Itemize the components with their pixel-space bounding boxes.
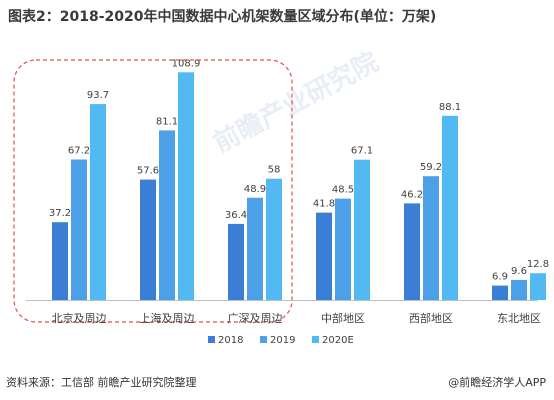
bar-2019-0 xyxy=(71,159,87,300)
highlight-box xyxy=(13,59,293,323)
bar-2020E-5 xyxy=(530,273,546,300)
legend-swatch xyxy=(260,336,267,343)
data-label: 57.6 xyxy=(137,166,159,177)
bar-2019-2 xyxy=(247,197,263,300)
data-label: 36.4 xyxy=(225,210,247,221)
data-label: 59.2 xyxy=(420,162,442,173)
bar-2019-4 xyxy=(423,176,439,300)
bar-2018-2 xyxy=(228,223,244,300)
x-tick-label: 西部地区 xyxy=(409,311,453,325)
data-label: 88.1 xyxy=(439,102,461,113)
x-tick-label: 北京及周边 xyxy=(52,311,107,325)
legend-swatch xyxy=(208,336,215,343)
x-tick-label: 上海及周边 xyxy=(140,311,195,325)
bar-2018-5 xyxy=(492,285,508,300)
legend-label: 2018 xyxy=(218,335,243,346)
bar-2020E-2 xyxy=(266,178,282,300)
data-label: 9.6 xyxy=(511,266,527,277)
bar-2020E-4 xyxy=(442,115,458,300)
legend-label: 2020E xyxy=(322,335,354,346)
source-note: 资料来源：工信部 前瞻产业研究院整理 xyxy=(6,376,197,389)
data-label: 58 xyxy=(268,165,281,176)
x-tick-label: 广深及周边 xyxy=(228,312,283,325)
credit-note: @前瞻经济学人APP xyxy=(448,376,546,389)
data-label: 48.9 xyxy=(244,184,266,195)
data-label: 6.9 xyxy=(492,272,508,283)
data-label: 93.7 xyxy=(87,90,109,101)
data-label: 37.2 xyxy=(49,208,71,219)
watermark: 前瞻产业研究院 xyxy=(208,46,383,159)
chart-title: 图表2：2018-2020年中国数据中心机架数量区域分布(单位：万架) xyxy=(8,9,437,25)
data-label: 48.5 xyxy=(332,185,354,196)
data-label: 67.1 xyxy=(351,146,373,157)
bar-2020E-1 xyxy=(178,72,194,300)
bar-2018-3 xyxy=(316,212,332,300)
x-tick-label: 中部地区 xyxy=(321,311,365,325)
bar-2018-0 xyxy=(52,222,68,300)
bar-2018-4 xyxy=(404,203,420,300)
data-label: 46.2 xyxy=(401,189,423,200)
legend-swatch xyxy=(312,336,319,343)
bar-2020E-0 xyxy=(90,104,106,300)
data-label: 41.8 xyxy=(313,199,335,210)
bar-2020E-3 xyxy=(354,159,370,300)
data-label: 108.9 xyxy=(172,58,201,69)
data-label: 81.1 xyxy=(156,116,178,127)
bar-2019-5 xyxy=(511,279,527,300)
bar-2019-3 xyxy=(335,198,351,300)
bar-2019-1 xyxy=(159,130,175,300)
legend-label: 2019 xyxy=(270,335,295,346)
x-tick-label: 东北地区 xyxy=(497,312,541,325)
bar-2018-1 xyxy=(140,179,156,300)
data-label: 12.8 xyxy=(527,259,549,270)
data-label: 67.2 xyxy=(68,145,90,156)
